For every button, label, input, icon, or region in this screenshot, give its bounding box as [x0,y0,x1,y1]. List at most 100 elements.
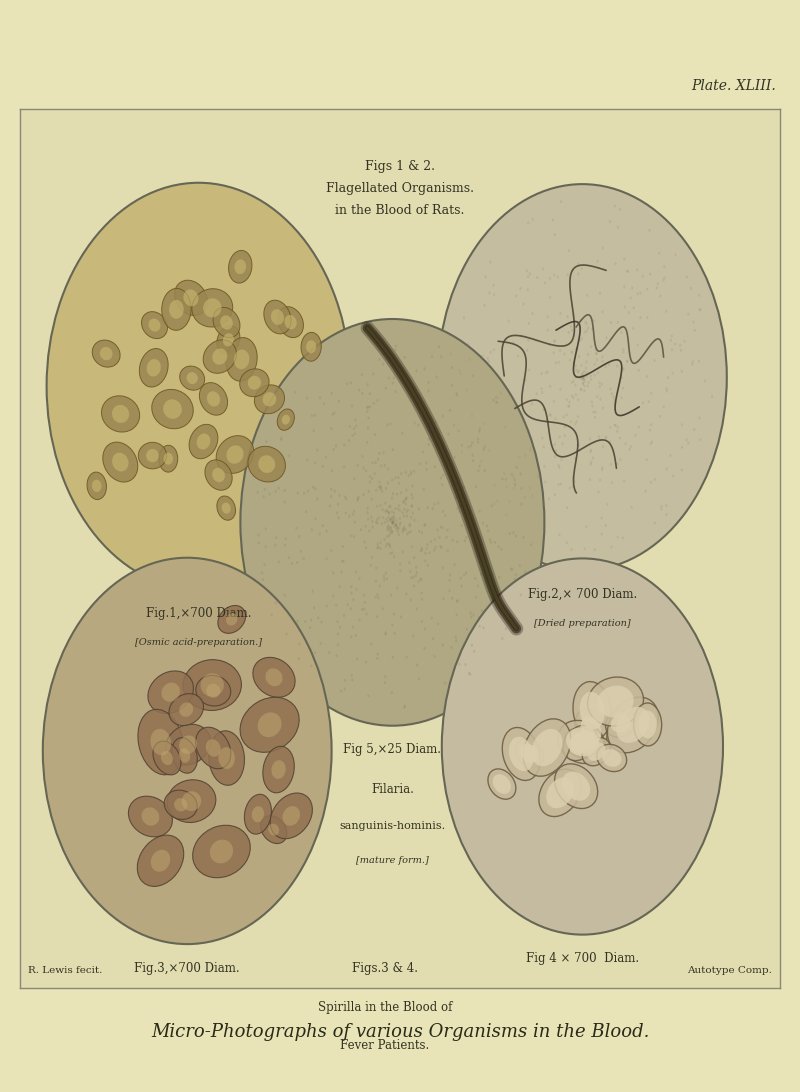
Ellipse shape [650,392,652,394]
Ellipse shape [330,488,333,490]
Ellipse shape [484,275,486,278]
Ellipse shape [593,319,595,322]
Ellipse shape [553,400,555,403]
Ellipse shape [404,704,406,708]
Ellipse shape [541,372,542,376]
Ellipse shape [482,422,485,425]
Ellipse shape [306,459,309,461]
Ellipse shape [386,424,388,426]
Text: Filaria.: Filaria. [371,783,414,796]
Ellipse shape [566,273,569,276]
Ellipse shape [657,282,659,285]
Ellipse shape [356,657,358,661]
Ellipse shape [426,507,429,509]
Ellipse shape [634,434,637,437]
Ellipse shape [302,557,305,560]
Ellipse shape [518,455,521,459]
Ellipse shape [649,273,651,275]
Ellipse shape [502,604,504,607]
Ellipse shape [182,792,202,811]
Ellipse shape [183,289,198,307]
Ellipse shape [369,480,371,484]
Ellipse shape [446,536,447,539]
Ellipse shape [164,453,173,465]
Ellipse shape [493,284,494,287]
Ellipse shape [344,687,346,690]
Ellipse shape [310,529,313,531]
Ellipse shape [353,535,355,538]
Ellipse shape [192,288,233,327]
Ellipse shape [203,340,237,373]
Ellipse shape [409,524,411,527]
Ellipse shape [478,510,481,512]
Ellipse shape [454,636,457,639]
Ellipse shape [376,657,378,660]
Ellipse shape [455,614,458,617]
Ellipse shape [389,505,391,508]
Ellipse shape [258,542,260,545]
Ellipse shape [581,268,583,270]
Ellipse shape [266,440,267,443]
Ellipse shape [409,523,411,526]
Ellipse shape [375,521,377,524]
Text: Plate. XLIII.: Plate. XLIII. [691,79,776,93]
Ellipse shape [394,525,395,529]
Ellipse shape [418,530,420,533]
Ellipse shape [284,594,286,596]
Ellipse shape [692,321,694,323]
Ellipse shape [373,402,375,405]
Ellipse shape [598,435,600,438]
Ellipse shape [578,321,580,323]
Ellipse shape [415,566,418,569]
Ellipse shape [413,575,414,579]
Ellipse shape [557,275,559,278]
Ellipse shape [386,520,389,523]
Ellipse shape [514,483,516,486]
Ellipse shape [645,489,646,492]
Ellipse shape [378,480,381,484]
Ellipse shape [207,391,220,406]
Ellipse shape [280,437,282,440]
Ellipse shape [378,452,381,455]
Ellipse shape [397,526,399,530]
Ellipse shape [330,427,333,430]
Ellipse shape [434,420,437,424]
Text: Fig.2,× 700 Diam.: Fig.2,× 700 Diam. [528,589,637,601]
Ellipse shape [605,366,607,368]
Ellipse shape [378,486,380,488]
Ellipse shape [502,727,540,781]
Ellipse shape [472,524,474,527]
Ellipse shape [532,218,534,221]
Ellipse shape [386,510,389,513]
Ellipse shape [630,446,632,448]
Ellipse shape [613,399,615,402]
Ellipse shape [521,502,522,506]
Ellipse shape [478,427,481,430]
Ellipse shape [608,363,610,366]
Ellipse shape [159,446,178,472]
Ellipse shape [326,530,328,533]
Ellipse shape [378,584,381,587]
Ellipse shape [501,637,503,640]
Ellipse shape [526,349,528,352]
Ellipse shape [413,584,415,587]
Ellipse shape [424,551,426,555]
Ellipse shape [506,513,507,517]
Ellipse shape [382,363,385,366]
Ellipse shape [440,525,442,529]
Ellipse shape [428,438,430,441]
Ellipse shape [337,643,339,646]
Ellipse shape [549,384,551,388]
Ellipse shape [568,405,570,407]
Ellipse shape [371,525,374,529]
Ellipse shape [348,515,350,518]
Ellipse shape [381,490,383,492]
Ellipse shape [587,381,590,384]
Ellipse shape [617,535,619,538]
Ellipse shape [516,466,518,470]
Ellipse shape [550,414,552,417]
Ellipse shape [364,601,366,604]
Ellipse shape [350,381,352,384]
Ellipse shape [395,519,398,522]
Ellipse shape [528,368,530,371]
